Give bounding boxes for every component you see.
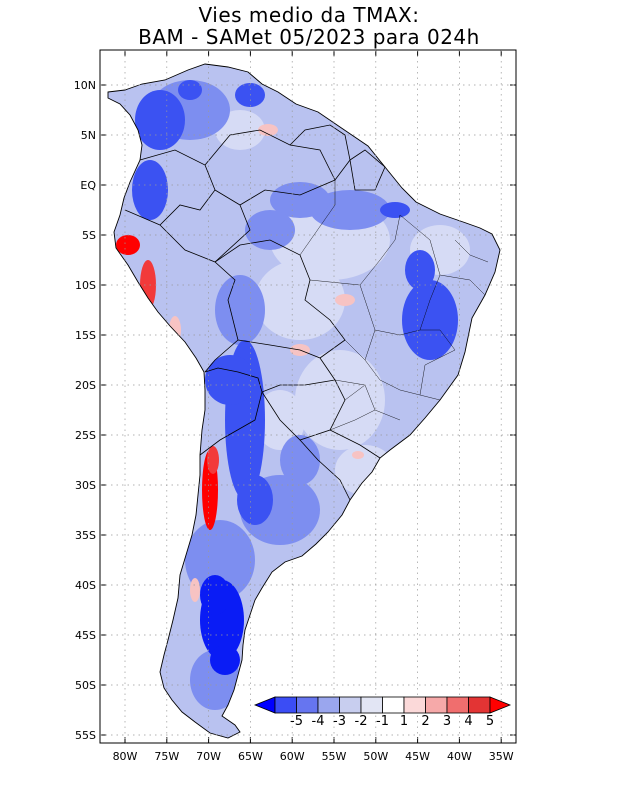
colorbar-label: 4 [464, 714, 472, 729]
colorbar-label: -4 [312, 714, 325, 729]
lat-tick-label: 50S [75, 679, 96, 692]
lat-tick-label: 15S [75, 329, 96, 342]
map-title-line-1: Vies medio da TMAX: [198, 3, 420, 27]
colorbar-bin [339, 696, 362, 714]
colorbar-label: 3 [443, 714, 451, 729]
colorbar-label: 1 [400, 714, 408, 729]
colorbar-bin [296, 696, 319, 714]
lon-tick-label: 70W [196, 750, 221, 763]
lat-tick-label: EQ [80, 179, 96, 192]
colorbar-bin [446, 696, 469, 714]
colorbar-bin [468, 696, 491, 714]
colorbar-bin [403, 696, 426, 714]
lat-tick-label: 5N [81, 129, 96, 142]
colorbar-label: -3 [333, 714, 346, 729]
lon-tick-label: 35W [489, 750, 514, 763]
lat-tick-label: 45S [75, 629, 96, 642]
lat-tick-label: 25S [75, 429, 96, 442]
colorbar-bin [274, 696, 297, 714]
colorbar-legend: -5 -4 -3 -2 -1 1 2 3 4 5 [253, 696, 512, 729]
colorbar-max-arrow [489, 696, 512, 714]
lat-tick-label: 30S [75, 479, 96, 492]
colorbar-bin [317, 696, 340, 714]
colorbar-label: -1 [376, 714, 389, 729]
lon-tick-label: 65W [238, 750, 263, 763]
colorbar-bin [425, 696, 448, 714]
lon-tick-label: 75W [154, 750, 179, 763]
lat-tick-label: 20S [75, 379, 96, 392]
coastline [107, 63, 501, 739]
lat-tick-label: 55S [75, 729, 96, 742]
colorbar-label: -2 [355, 714, 368, 729]
colorbar-bin [382, 696, 405, 714]
lat-tick-label: 35S [75, 529, 96, 542]
colorbar-bin [360, 696, 383, 714]
lon-tick-label: 80W [113, 750, 138, 763]
gridlines [100, 50, 516, 743]
colorbar-label: 2 [421, 714, 429, 729]
state-borders [299, 180, 489, 431]
lon-tick-label: 40W [447, 750, 472, 763]
lon-tick-label: 45W [405, 750, 430, 763]
lon-tick-label: 55W [322, 750, 347, 763]
lon-tick-label: 60W [280, 750, 305, 763]
lon-tick-label: 50W [363, 750, 388, 763]
lat-tick-label: 5S [82, 229, 96, 242]
map-title-line-2: BAM - SAMet 05/2023 para 024h [138, 25, 480, 49]
lat-tick-label: 10N [74, 79, 96, 92]
lat-tick-label: 10S [75, 279, 96, 292]
colorbar-label: 5 [486, 714, 494, 729]
lat-tick-label: 40S [75, 579, 96, 592]
colorbar-label: -5 [290, 714, 303, 729]
